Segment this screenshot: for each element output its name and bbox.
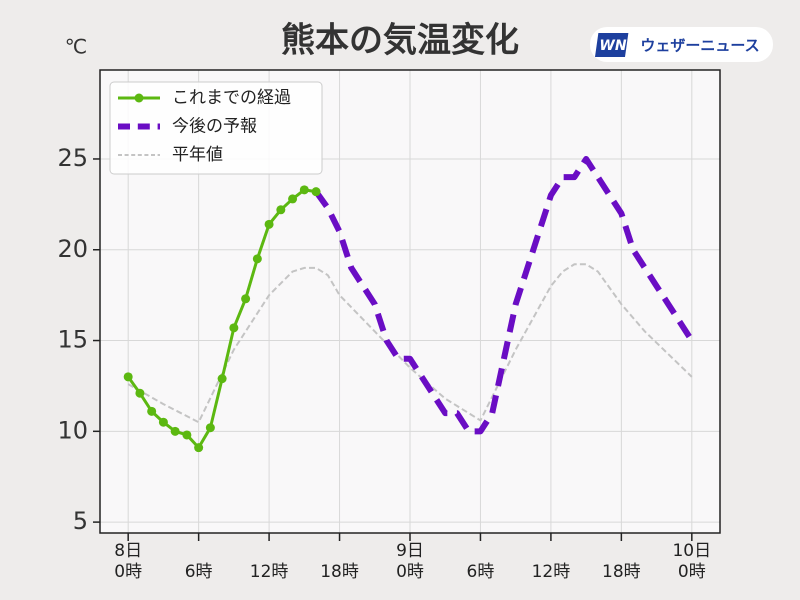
series-line: [313, 155, 695, 435]
data-point: [123, 372, 133, 382]
data-point: [252, 254, 262, 264]
logo-badge: [590, 27, 773, 62]
legend-marker: [134, 93, 144, 103]
data-point: [229, 323, 239, 333]
data-point: [217, 374, 227, 384]
x-tick-label: 6時: [466, 562, 495, 582]
y-tick-label: 10: [57, 416, 88, 444]
data-point: [194, 443, 204, 453]
x-tick-label: 18時: [602, 562, 641, 582]
x-tick-label: 18時: [320, 562, 359, 582]
y-tick-label: 15: [57, 326, 88, 354]
data-point: [182, 430, 192, 440]
logo-text: ウェザーニュース: [640, 37, 759, 55]
x-tick-label: 10日 0時: [672, 541, 712, 582]
data-point: [205, 423, 215, 433]
legend-label: 今後の予報: [172, 117, 257, 137]
data-point: [299, 185, 309, 195]
legend-label: 平年値: [172, 145, 223, 165]
chart-title: 熊本の気温変化: [281, 21, 519, 61]
data-point: [135, 388, 145, 398]
data-point: [158, 417, 168, 427]
x-tick-label: 9日 0時: [396, 541, 424, 582]
x-tick-label: 12時: [249, 562, 289, 582]
data-point: [264, 219, 274, 229]
legend-box: [109, 81, 323, 175]
data-point: [288, 194, 298, 204]
data-point: [170, 426, 180, 436]
x-tick-label: 8日 0時: [114, 541, 143, 582]
series-line: [127, 263, 693, 424]
y-axis-unit: ℃: [65, 35, 87, 59]
data-point: [311, 187, 321, 197]
data-point: [147, 406, 157, 416]
x-tick-label: 12時: [531, 562, 571, 582]
logo-mark: WN: [599, 38, 626, 54]
legend-label: これまでの経過: [172, 88, 291, 108]
data-point: [276, 205, 286, 215]
logo-mark-bg: [594, 33, 629, 57]
y-tick-label: 25: [57, 144, 88, 172]
data-point: [241, 294, 251, 304]
x-tick-label: 6時: [184, 562, 213, 582]
y-tick-label: 20: [57, 235, 88, 263]
plot-frame: [99, 69, 721, 534]
y-tick-label: 5: [73, 507, 88, 535]
